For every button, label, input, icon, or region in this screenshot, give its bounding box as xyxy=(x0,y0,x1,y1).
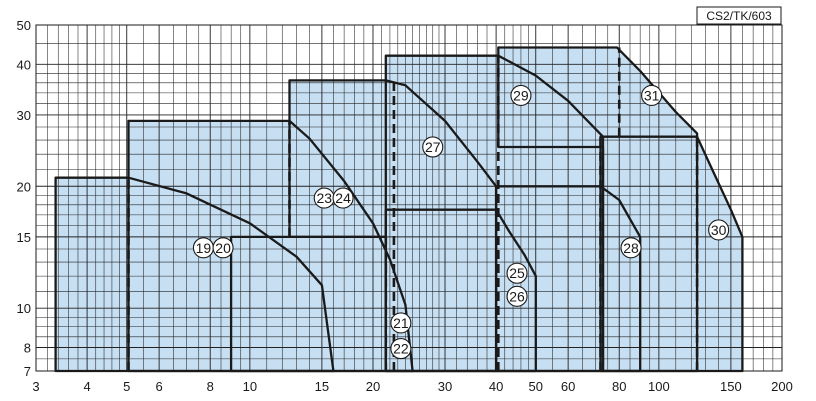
x-tick-label: 10 xyxy=(243,379,257,394)
y-tick-label: 10 xyxy=(17,301,31,316)
x-tick-label: 15 xyxy=(315,379,329,394)
model-label-circle xyxy=(510,84,532,107)
model-label-text: 25 xyxy=(509,265,525,281)
model-label-circle xyxy=(506,262,528,284)
model-label-text: 27 xyxy=(425,139,441,155)
x-tick-label: 100 xyxy=(648,379,670,394)
x-tick-label: 150 xyxy=(720,379,742,394)
x-tick-label: 30 xyxy=(438,379,452,394)
y-tick-label: 40 xyxy=(17,57,31,72)
model-label-24: 24 xyxy=(332,187,354,209)
x-tick-label: 5 xyxy=(123,379,130,394)
region-outline-2 xyxy=(127,119,414,373)
region-outline-9 xyxy=(599,135,744,373)
region-outline-6 xyxy=(384,208,537,373)
model-label-circle xyxy=(506,285,528,307)
model-label-30: 30 xyxy=(708,219,730,241)
x-tick-label: 20 xyxy=(366,379,380,394)
x-tick-label: 6 xyxy=(156,379,163,394)
model-label-27: 27 xyxy=(422,136,444,158)
model-label-circle xyxy=(332,187,354,209)
model-label-circle xyxy=(212,237,234,259)
y-tick-label: 15 xyxy=(17,230,31,245)
model-label-text: 23 xyxy=(316,190,332,206)
y-tick-label: 20 xyxy=(17,179,31,194)
model-label-19: 19 xyxy=(192,237,214,259)
x-tick-label: 200 xyxy=(771,379,793,394)
model-label-text: 19 xyxy=(196,240,212,256)
model-label-circle xyxy=(390,312,412,334)
model-label-28: 28 xyxy=(620,237,642,259)
x-tick-label: 4 xyxy=(83,379,90,394)
model-label-text: 31 xyxy=(644,87,660,103)
x-tick-label: 40 xyxy=(489,379,503,394)
region-fill-9 xyxy=(600,136,743,371)
y-tick-label: 8 xyxy=(24,341,31,356)
region-fill-3 xyxy=(231,236,386,371)
code-label: CS2/TK/603 xyxy=(706,9,772,23)
code-label-box: CS2/TK/603 xyxy=(696,6,782,25)
model-label-26: 26 xyxy=(506,285,528,307)
x-tick-label: 3 xyxy=(32,379,39,394)
model-label-text: 21 xyxy=(393,315,409,331)
model-label-23: 23 xyxy=(313,187,335,209)
model-label-29: 29 xyxy=(510,84,532,107)
dashed-lines xyxy=(127,47,699,371)
x-tick-label: 60 xyxy=(561,379,575,394)
region-outline-8 xyxy=(497,46,699,373)
model-label-text: 28 xyxy=(623,240,639,256)
model-label-circle xyxy=(422,136,444,158)
region-outlines xyxy=(54,46,744,373)
model-label-text: 20 xyxy=(215,240,231,256)
x-tick-label: 50 xyxy=(529,379,543,394)
model-label-25: 25 xyxy=(506,262,528,284)
model-label-21: 21 xyxy=(390,312,412,334)
model-label-text: 26 xyxy=(509,288,525,304)
model-label-circle xyxy=(390,338,412,360)
model-label-31: 31 xyxy=(641,84,663,107)
y-tick-label: 30 xyxy=(17,108,31,123)
model-label-22: 22 xyxy=(390,338,412,360)
x-tick-label: 8 xyxy=(207,379,214,394)
region-outline-1 xyxy=(54,176,335,373)
x-tick-label: 80 xyxy=(612,379,626,394)
y-tick-labels: 7 8 10 15 20 30 40 50 xyxy=(17,18,31,379)
model-label-text: 29 xyxy=(513,87,529,103)
y-tick-label: 50 xyxy=(17,18,31,33)
model-label-circle xyxy=(708,219,730,241)
plot-frame xyxy=(35,24,783,372)
model-label-20: 20 xyxy=(212,237,234,259)
model-label-text: 24 xyxy=(335,190,351,206)
y-tick-label: 7 xyxy=(24,364,31,379)
model-label-circle xyxy=(620,237,642,259)
x-tick-labels: 3 4 5 6 8 10 15 20 30 40 50 60 80 100 150 200 xyxy=(32,379,792,394)
model-label-text: 30 xyxy=(711,222,727,238)
model-label-circle xyxy=(641,84,663,107)
model-label-text: 22 xyxy=(393,341,409,357)
